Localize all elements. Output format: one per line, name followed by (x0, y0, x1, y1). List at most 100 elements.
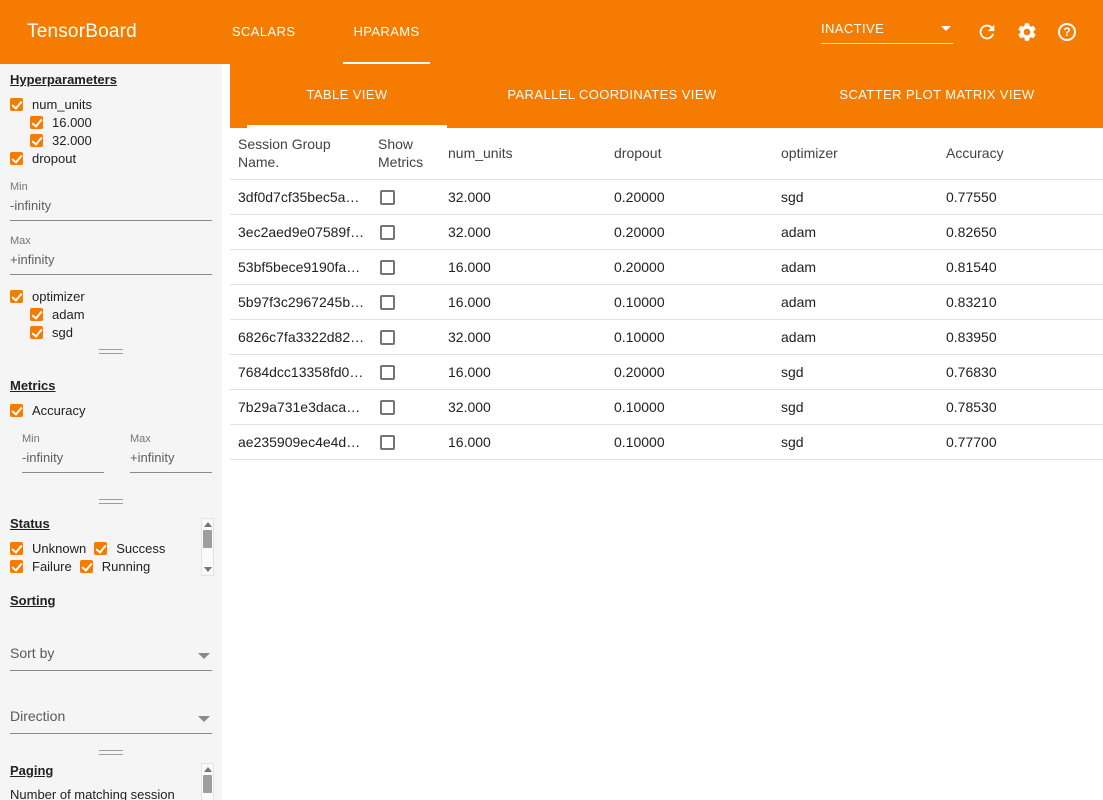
dropout-max-input[interactable]: +infinity (10, 247, 212, 275)
table-row: ae235909ec4e4d… 16.000 0.10000 sgd 0.777… (230, 425, 1103, 460)
dropout-value: 0.20000 (614, 259, 781, 275)
scroll-up-icon[interactable] (204, 522, 212, 527)
session-group-name: 7684dcc13358fd0… (238, 364, 378, 380)
optimizer-adam-checkbox[interactable] (30, 308, 43, 321)
optimizer-value: adam (781, 329, 946, 345)
session-group-name: 7b29a731e3daca… (238, 399, 378, 415)
status-scrollbar[interactable] (201, 518, 214, 576)
hparam-dropout-row[interactable]: dropout (10, 149, 212, 167)
num-units-16-checkbox[interactable] (30, 116, 43, 129)
status-success-row[interactable]: Success (94, 539, 165, 557)
session-group-name: 5b97f3c2967245b… (238, 294, 378, 310)
optimizer-value: sgd (781, 364, 946, 380)
num-units-value: 16.000 (448, 259, 614, 275)
tab-hparams[interactable]: HPARAMS (343, 0, 429, 64)
dropout-value: 0.10000 (614, 329, 781, 345)
dropout-min-label: Min (10, 181, 212, 193)
accuracy-value: 0.78530 (946, 399, 1103, 415)
col-optimizer[interactable]: optimizer (781, 145, 946, 163)
scrollbar-thumb[interactable] (203, 530, 212, 548)
refresh-icon[interactable] (975, 20, 999, 44)
status-unknown-checkbox[interactable] (10, 542, 23, 555)
optimizer-adam-row[interactable]: adam (30, 305, 212, 323)
dropout-value: 0.20000 (614, 224, 781, 240)
help-icon-circle: ? (1058, 23, 1076, 41)
paging-section: Paging Number of matching session groups… (0, 763, 222, 800)
refresh-icon-glyph (976, 21, 998, 43)
app-title: TensorBoard (27, 21, 137, 43)
accuracy-checkbox[interactable] (10, 404, 23, 417)
session-group-name: 6826c7fa3322d82… (238, 329, 378, 345)
dropout-checkbox[interactable] (10, 152, 23, 165)
paging-scrollbar[interactable] (201, 763, 214, 800)
sort-by-select[interactable]: Sort by (10, 641, 212, 671)
hparam-num-units-row[interactable]: num_units (10, 95, 212, 113)
show-metrics-checkbox[interactable] (380, 260, 395, 275)
status-failure-row[interactable]: Failure (10, 557, 72, 575)
optimizer-value: sgd (781, 434, 946, 450)
num-units-16-label: 16.000 (52, 115, 92, 130)
metrics-min-input[interactable]: -infinity (22, 445, 104, 473)
num-units-32-checkbox[interactable] (30, 134, 43, 147)
resize-handle[interactable] (99, 349, 123, 354)
optimizer-adam-label: adam (52, 307, 85, 322)
scroll-down-icon[interactable] (204, 567, 212, 572)
status-filter-list: Unknown Success Failure Running (10, 539, 192, 575)
num-units-value-row[interactable]: 16.000 (30, 113, 212, 131)
status-running-row[interactable]: Running (80, 557, 150, 575)
tab-table-view[interactable]: TABLE VIEW (247, 64, 447, 128)
show-metrics-checkbox[interactable] (380, 190, 395, 205)
gear-icon[interactable] (1015, 20, 1039, 44)
status-success-checkbox[interactable] (94, 542, 107, 555)
optimizer-sgd-row[interactable]: sgd (30, 323, 212, 341)
status-success-label: Success (116, 541, 165, 556)
tab-scalars[interactable]: SCALARS (222, 0, 306, 64)
status-failure-checkbox[interactable] (10, 560, 23, 573)
metrics-max-input[interactable]: +infinity (130, 445, 212, 473)
col-session-group-name[interactable]: Session Group Name. (238, 136, 378, 171)
optimizer-checkbox[interactable] (10, 290, 23, 303)
top-app-bar: TensorBoard SCALARS HPARAMS INACTIVE ? (0, 0, 1103, 64)
optimizer-sgd-checkbox[interactable] (30, 326, 43, 339)
show-metrics-checkbox[interactable] (380, 435, 395, 450)
accuracy-value: 0.76830 (946, 364, 1103, 380)
optimizer-value: sgd (781, 399, 946, 415)
scrollbar-thumb[interactable] (203, 775, 212, 793)
col-accuracy[interactable]: Accuracy (946, 145, 1103, 163)
help-icon[interactable]: ? (1055, 20, 1079, 44)
status-failure-label: Failure (32, 559, 72, 574)
direction-select[interactable]: Direction (10, 704, 212, 734)
hyperparameters-section: Hyperparameters num_units 16.000 32.000 … (0, 72, 222, 354)
main-pane: TABLE VIEW PARALLEL COORDINATES VIEW SCA… (230, 64, 1103, 800)
num-units-value-row[interactable]: 32.000 (30, 131, 212, 149)
col-num-units[interactable]: num_units (448, 145, 614, 163)
content-area: Hyperparameters num_units 16.000 32.000 … (0, 64, 1103, 800)
show-metrics-checkbox[interactable] (380, 400, 395, 415)
metric-accuracy-row[interactable]: Accuracy (10, 401, 212, 419)
show-metrics-checkbox[interactable] (380, 225, 395, 240)
status-running-checkbox[interactable] (80, 560, 93, 573)
tab-scatter-plot-matrix-view[interactable]: SCATTER PLOT MATRIX VIEW (777, 64, 1097, 128)
metrics-min-label: Min (22, 433, 104, 445)
topbar-actions: INACTIVE ? (821, 0, 1103, 64)
resize-handle[interactable] (99, 750, 123, 755)
show-metrics-checkbox[interactable] (380, 295, 395, 310)
metrics-minmax: Min -infinity Max +infinity (22, 419, 212, 473)
show-metrics-checkbox[interactable] (380, 365, 395, 380)
num-units-checkbox[interactable] (10, 98, 23, 111)
col-dropout[interactable]: dropout (614, 145, 781, 163)
status-selector-dropdown[interactable]: INACTIVE (821, 21, 953, 44)
optimizer-value: adam (781, 259, 946, 275)
resize-handle[interactable] (99, 499, 123, 504)
status-unknown-row[interactable]: Unknown (10, 539, 86, 557)
hparam-optimizer-row[interactable]: optimizer (10, 287, 212, 305)
dropout-min-input[interactable]: -infinity (10, 193, 212, 221)
show-metrics-checkbox[interactable] (380, 330, 395, 345)
scroll-up-icon[interactable] (204, 767, 212, 772)
num-units-value: 16.000 (448, 294, 614, 310)
dropout-value: 0.10000 (614, 434, 781, 450)
col-show-metrics[interactable]: Show Metrics (378, 136, 448, 171)
table-row: 5b97f3c2967245b… 16.000 0.10000 adam 0.8… (230, 285, 1103, 320)
sorting-heading: Sorting (10, 593, 212, 608)
tab-parallel-coordinates-view[interactable]: PARALLEL COORDINATES VIEW (447, 64, 777, 128)
